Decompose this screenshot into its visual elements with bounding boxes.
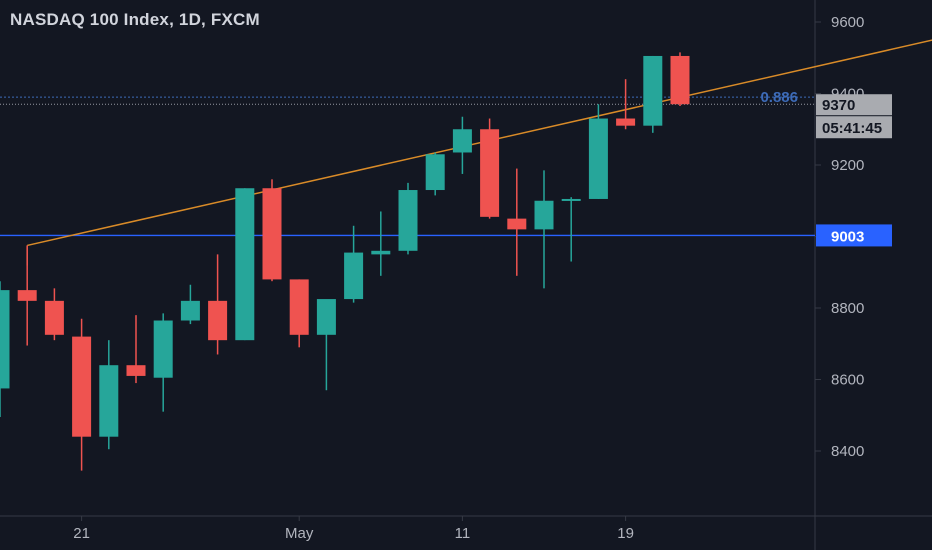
candle[interactable] bbox=[616, 79, 636, 130]
candle-body bbox=[126, 365, 146, 376]
candle-body bbox=[534, 200, 554, 230]
countdown-bg bbox=[816, 116, 892, 139]
candle-body bbox=[670, 55, 690, 105]
candle-body bbox=[72, 336, 92, 437]
candle[interactable] bbox=[235, 188, 255, 341]
countdown-label: 05:41:45 bbox=[822, 120, 882, 137]
candle-body bbox=[17, 290, 37, 301]
candle[interactable] bbox=[480, 118, 500, 219]
candle-body bbox=[507, 218, 527, 230]
candle-body bbox=[588, 118, 608, 199]
candle[interactable] bbox=[72, 318, 92, 471]
candle[interactable] bbox=[316, 299, 336, 391]
candle[interactable] bbox=[452, 116, 472, 174]
candle-body bbox=[99, 365, 119, 437]
candle[interactable] bbox=[344, 225, 364, 303]
candle-body bbox=[480, 129, 500, 217]
candle-body bbox=[616, 118, 636, 126]
candle-body bbox=[398, 190, 418, 251]
y-tick-label: 8800 bbox=[831, 300, 864, 317]
candle-body bbox=[316, 299, 336, 335]
candle[interactable] bbox=[534, 170, 554, 289]
candle-body bbox=[425, 154, 445, 191]
candle[interactable] bbox=[0, 281, 10, 418]
current-price-label: 9370 bbox=[822, 97, 855, 114]
candle-body bbox=[289, 279, 309, 335]
candle-body bbox=[643, 55, 663, 126]
candle-body bbox=[452, 129, 472, 153]
y-tick-label: 9600 bbox=[831, 14, 864, 31]
candle[interactable] bbox=[208, 254, 228, 355]
candle[interactable] bbox=[17, 245, 37, 346]
y-tick-label: 9200 bbox=[831, 157, 864, 174]
x-tick-label: May bbox=[285, 525, 314, 542]
candle[interactable] bbox=[180, 284, 200, 325]
hline-label-bg bbox=[816, 224, 892, 247]
candle-body bbox=[44, 300, 64, 335]
candle-body bbox=[208, 300, 228, 341]
candle-body bbox=[262, 188, 282, 280]
candles[interactable] bbox=[0, 52, 690, 471]
price-labels: 0.886 9370 05:41:45 9003 bbox=[760, 89, 892, 247]
x-axis[interactable]: 21 May 11 19 bbox=[73, 516, 634, 542]
hline-price-label: 9003 bbox=[831, 228, 864, 245]
candle[interactable] bbox=[99, 340, 119, 450]
y-tick-label: 8400 bbox=[831, 443, 864, 460]
candle[interactable] bbox=[262, 179, 282, 282]
candle[interactable] bbox=[289, 279, 309, 348]
candle[interactable] bbox=[126, 315, 146, 384]
x-tick-label: 19 bbox=[617, 525, 634, 542]
candle[interactable] bbox=[507, 168, 527, 276]
y-tick-label: 8600 bbox=[831, 372, 864, 389]
chart-title: NASDAQ 100 Index, 1D, FXCM bbox=[10, 10, 260, 29]
candle[interactable] bbox=[153, 313, 173, 412]
price-label-bg bbox=[816, 94, 892, 116]
candle-body bbox=[344, 252, 364, 300]
candle[interactable] bbox=[670, 52, 690, 107]
candle[interactable] bbox=[44, 288, 64, 341]
candle[interactable] bbox=[398, 182, 418, 255]
candle-body bbox=[0, 290, 10, 389]
candle[interactable] bbox=[643, 55, 663, 133]
x-tick-label: 21 bbox=[73, 525, 90, 542]
candle[interactable] bbox=[371, 211, 391, 276]
candle-body bbox=[153, 320, 173, 378]
candle[interactable] bbox=[425, 152, 445, 196]
x-tick-label: 11 bbox=[455, 525, 471, 542]
candle-body bbox=[235, 188, 255, 341]
candle-body bbox=[371, 250, 391, 255]
candle-body bbox=[180, 300, 200, 321]
candle[interactable] bbox=[561, 197, 581, 262]
candle[interactable] bbox=[588, 104, 608, 199]
candle-body bbox=[561, 198, 581, 201]
fib-level-label: 0.886 bbox=[760, 89, 798, 106]
